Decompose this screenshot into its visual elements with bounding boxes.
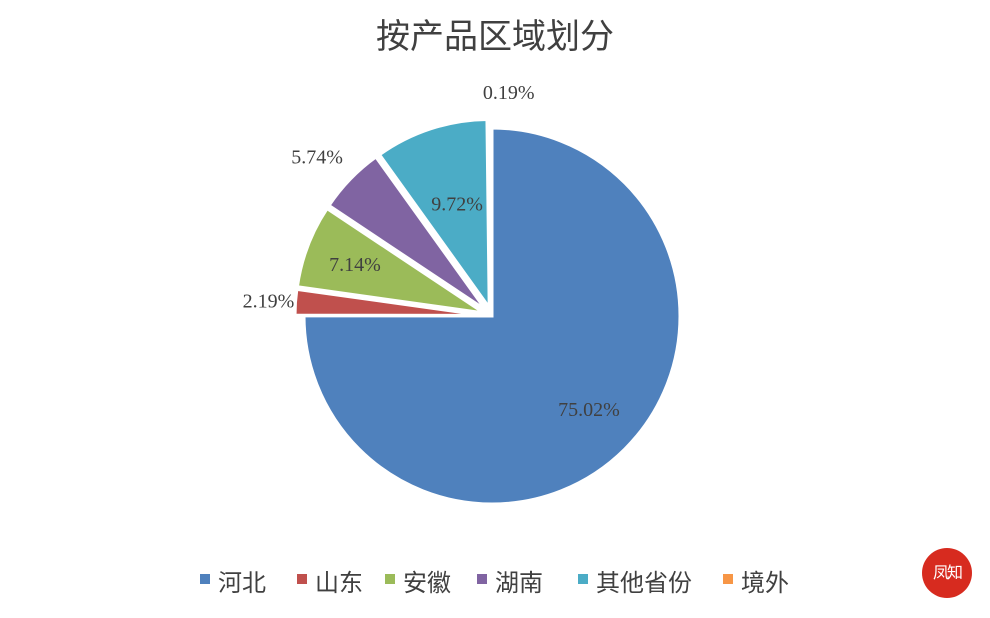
data-label-河北: 75.02%	[558, 399, 620, 421]
pie-slice-河北	[302, 126, 682, 506]
legend-item-安徽: 安徽	[385, 569, 451, 597]
legend-swatch-湖南	[477, 574, 487, 584]
data-label-山东: 2.19%	[243, 291, 295, 313]
pie-slice-湖南	[326, 154, 487, 311]
data-label-湖南: 5.74%	[291, 147, 343, 169]
legend-label-安徽: 安徽	[403, 569, 451, 597]
legend-swatch-安徽	[385, 574, 395, 584]
data-label-其他省份: 9.72%	[431, 193, 483, 215]
data-label-境外: 0.19%	[483, 82, 535, 104]
legend-swatch-其他省份	[578, 574, 588, 584]
legend-swatch-河北	[200, 574, 210, 584]
legend: 河北 山东 安徽 湖南 其他省份 境外	[200, 569, 789, 597]
legend-label-河北: 河北	[218, 569, 266, 597]
legend-label-山东: 山东	[315, 569, 363, 597]
legend-swatch-山东	[297, 574, 307, 584]
data-label-安徽: 7.14%	[329, 254, 381, 276]
legend-item-河北: 河北	[200, 569, 266, 597]
legend-label-境外: 境外	[741, 569, 789, 597]
pie-slice-安徽	[295, 206, 485, 315]
pie-slice-其他省份	[377, 117, 491, 313]
legend-item-其他省份: 其他省份	[578, 569, 692, 597]
legend-swatch-境外	[723, 574, 733, 584]
legend-label-湖南: 湖南	[495, 569, 543, 597]
pie-slice-山东	[293, 287, 484, 317]
legend-item-境外: 境外	[723, 569, 789, 597]
legend-label-其他省份: 其他省份	[596, 569, 692, 597]
watermark-seal: 凤知	[922, 548, 972, 598]
chart-title: 按产品区域划分	[376, 17, 614, 57]
legend-item-山东: 山东	[297, 569, 363, 597]
legend-item-湖南: 湖南	[477, 569, 543, 597]
pie-slices	[293, 117, 682, 506]
data-labels: 75.02% 2.19% 7.14% 5.74% 9.72% 0.19%	[243, 82, 620, 421]
pie-slice-境外	[488, 117, 494, 308]
